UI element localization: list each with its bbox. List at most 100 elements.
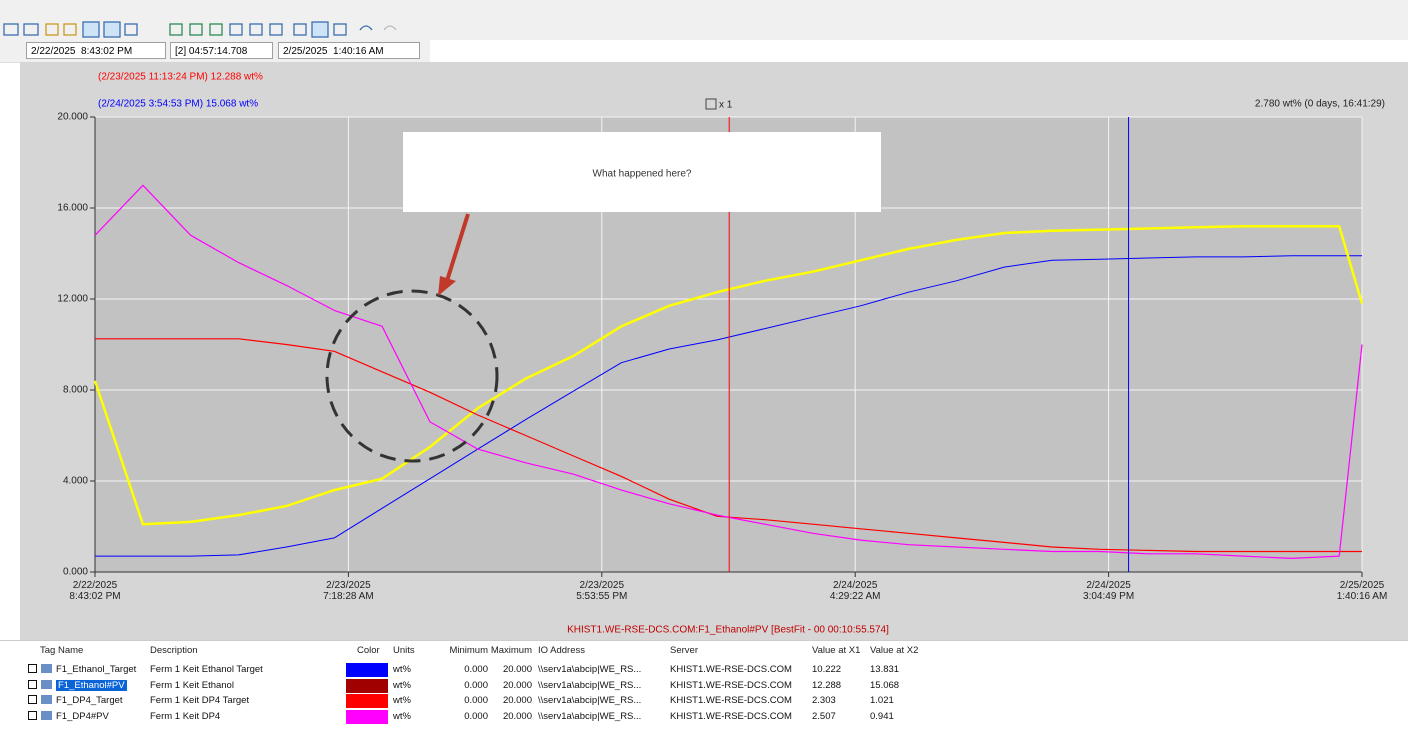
toolbar-icons [3, 21, 397, 38]
y-tick-label: 8.000 [63, 385, 88, 396]
x-tick-label: 2/24/2025 3:04:49 PM [1083, 580, 1135, 602]
tag-name: F1_DP4#PV [56, 710, 109, 722]
cell: \\serv1a\abcip|WE_RS... [538, 679, 642, 691]
column-header: Description [150, 645, 198, 656]
highlight-circle [325, 289, 499, 463]
cell: 13.831 [870, 664, 900, 675]
cell: Ferm 1 Keit DP4 Target [150, 695, 250, 706]
y-tick-label: 0.000 [63, 567, 88, 578]
cell: 0.000 [464, 679, 488, 691]
cursor-label: (2/23/2025 11:13:24 PM) 12.288 wt% [98, 72, 263, 83]
tool-icon[interactable] [293, 23, 307, 36]
tool-icon[interactable] [103, 21, 121, 38]
trend-chart: 0.000 4.000 8.000 12.000 16.000 20.000 (2/23/2… [20, 62, 1408, 640]
row-checkbox[interactable] [28, 695, 37, 704]
cell: 12.288 [812, 679, 842, 691]
tag-icon [41, 695, 52, 704]
cursor-delta: 2.780 wt% (0 days, 16:41:29) [1255, 99, 1385, 110]
x-tick-label: 2/22/2025 8:43:02 PM [69, 580, 121, 602]
trend-line [95, 338, 1362, 553]
x-tick-label: 2/25/2025 1:40:16 AM [1336, 580, 1388, 602]
x-tick-label: 2/23/2025 7:18:28 AM [323, 580, 374, 602]
tool-icon[interactable] [229, 23, 243, 36]
cell: Ferm 1 Keit Ethanol Target [150, 664, 263, 675]
cell: \\serv1a\abcip|WE_RS... [538, 664, 642, 675]
annotation-text: What happened here? [593, 169, 692, 180]
cell: wt% [393, 664, 411, 675]
tool-icon[interactable] [269, 23, 283, 36]
y-tick-label: 16.000 [57, 203, 88, 214]
trend-line [95, 255, 1362, 557]
cell: 0.941 [870, 710, 894, 722]
row-checkbox[interactable] [28, 710, 37, 720]
tool-icon[interactable] [23, 23, 39, 36]
column-header: Minimum [449, 645, 488, 656]
column-header: Server [670, 645, 698, 656]
cell: 15.068 [870, 679, 900, 691]
tag-icon [41, 664, 52, 673]
cell: KHIST1.WE-RSE-DCS.COM [670, 710, 792, 722]
tool-icon[interactable] [82, 21, 100, 38]
cell: wt% [393, 695, 411, 706]
cell: 20.000 [502, 710, 532, 722]
tag-name: F1_Ethanol#PV [56, 679, 127, 691]
pen-color [346, 709, 388, 724]
tool-icon[interactable] [169, 23, 183, 36]
cell: 0.000 [464, 695, 488, 706]
tag-name: F1_Ethanol_Target [56, 664, 137, 675]
cell: Ferm 1 Keit Ethanol [150, 679, 234, 691]
annotation-arrow [444, 213, 470, 285]
cell: 1.021 [870, 695, 894, 706]
cell: wt% [393, 710, 411, 722]
column-header: Color [357, 645, 380, 656]
redo-icon[interactable] [383, 25, 397, 31]
zoom-icon [705, 98, 717, 110]
tool-icon[interactable] [311, 21, 329, 38]
tool-icon[interactable] [209, 23, 223, 36]
y-tick-label: 12.000 [57, 294, 88, 305]
pen-color [346, 694, 388, 708]
tool-icon[interactable] [249, 23, 263, 36]
cell: 2.303 [812, 695, 836, 706]
undo-icon[interactable] [359, 25, 373, 31]
cell: \\serv1a\abcip|WE_RS... [538, 710, 642, 722]
tool-icon[interactable] [63, 23, 77, 36]
column-header: Maximum [490, 645, 532, 656]
annotation-box [403, 132, 881, 212]
y-tick-label: 20.000 [57, 112, 88, 123]
row-checkbox[interactable] [28, 664, 37, 673]
cursor-label: (2/24/2025 3:54:53 PM) 15.068 wt% [98, 99, 258, 110]
tool-icon[interactable] [333, 23, 347, 36]
column-header: Units [393, 645, 415, 656]
cell: KHIST1.WE-RSE-DCS.COM [670, 695, 792, 706]
chart-footer: KHIST1.WE-RSE-DCS.COM:F1_Ethanol#PV [Bes… [567, 625, 889, 636]
tag-icon [41, 679, 52, 689]
x-tick-label: 2/24/2025 4:29:22 AM [829, 580, 881, 602]
cell: Ferm 1 Keit DP4 [150, 710, 221, 722]
tool-icon[interactable] [189, 23, 203, 36]
column-header: Value at X2 [870, 645, 919, 656]
tool-icon[interactable] [45, 23, 59, 36]
zoom-label: x 1 [719, 100, 733, 111]
end-time[interactable]: 2/25/2025 1:40:16 AM [278, 42, 420, 59]
column-header: Tag Name [40, 645, 84, 656]
x-tick-label: 2/23/2025 5:53:55 PM [576, 580, 628, 602]
cell: 20.000 [502, 664, 532, 675]
tool-icon[interactable] [3, 23, 19, 36]
trend-line [94, 184, 1363, 559]
cell: 0.000 [464, 664, 488, 675]
cell: 0.000 [464, 710, 488, 722]
row-checkbox[interactable] [28, 679, 37, 689]
tag-icon [41, 710, 52, 720]
start-time[interactable]: 2/22/2025 8:43:02 PM [26, 42, 166, 59]
column-header: IO Address [538, 645, 585, 656]
trend-line [93, 224, 1364, 526]
tag-name: F1_DP4_Target [56, 695, 123, 706]
cell: KHIST1.WE-RSE-DCS.COM [670, 679, 792, 691]
cell: 20.000 [502, 679, 532, 691]
cell: 10.222 [812, 664, 842, 675]
cell: wt% [393, 679, 411, 691]
tool-icon[interactable] [124, 23, 138, 36]
time-span[interactable]: [2] 04:57:14.708 [170, 42, 273, 59]
